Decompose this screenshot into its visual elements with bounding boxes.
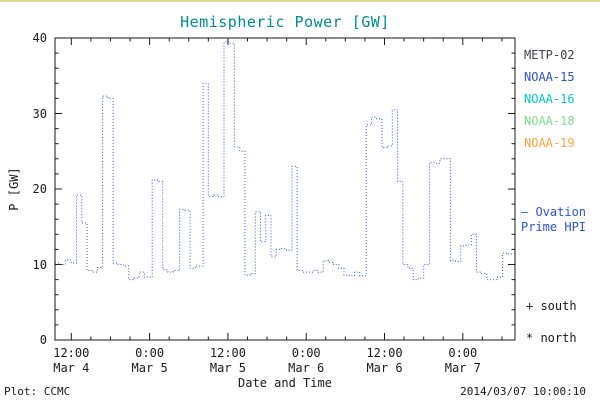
x-axis-label: Date and Time [238,376,332,390]
chart-title: Hemispheric Power [GW] [180,13,390,31]
plot-timestamp: 2014/03/07 10:00:10 [460,385,586,398]
hpi-data-line [55,41,515,281]
x-tick-label: 12:00 Mar 5 [209,346,246,375]
x-tick-label: 12:00 Mar 6 [366,346,403,375]
x-tick-label: 0:00 Mar 6 [288,346,325,375]
ovation-legend-line2: Prime HPI [521,220,587,234]
ovation-legend-line1: – Ovation [521,205,587,219]
legend-item-noaa-16: NOAA-16 [524,92,575,106]
y-tick-label: 20 [32,182,47,196]
satellite-legend: METP-02 NOAA-15 NOAA-16 NOAA-18 NOAA-19 [524,44,575,154]
ovation-legend: – Ovation Prime HPI [521,205,586,235]
x-tick-label: 0:00 Mar 7 [444,346,481,375]
y-tick-label: 10 [32,257,47,272]
x-tick-label: 0:00 Mar 5 [131,346,168,375]
x-tick-label: 12:00 Mar 4 [53,346,90,375]
y-tick-label: 30 [32,106,47,121]
legend-item-noaa-18: NOAA-18 [524,114,575,128]
legend-item-metp-02: METP-02 [524,48,575,62]
y-tick-label: 40 [32,31,47,45]
plot-source: Plot: CCMC [4,385,71,398]
y-tick-label: 0 [39,333,47,347]
north-marker-label: * north [526,331,577,345]
top-edge-strip [0,0,600,2]
south-marker-label: + south [526,299,577,313]
legend-item-noaa-15: NOAA-15 [524,70,575,84]
legend-item-noaa-19: NOAA-19 [524,136,575,150]
